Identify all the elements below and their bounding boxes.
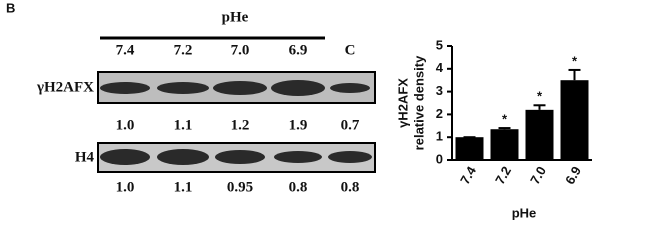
panel-letter: B <box>6 0 15 15</box>
x-tick-label: 7.0 <box>527 164 549 187</box>
x-tick-label: 6.9 <box>562 164 584 187</box>
y-tick-label: 0 <box>436 151 443 166</box>
x-tick-label: 7.2 <box>492 164 514 187</box>
density-value: 1.2 <box>231 117 250 133</box>
bar <box>560 80 589 160</box>
lane-label: C <box>345 42 356 58</box>
y-tick-label: 1 <box>436 129 443 144</box>
y-tick-label: 3 <box>436 83 443 98</box>
band <box>213 81 267 95</box>
significance: * <box>537 89 543 104</box>
density-value: 1.9 <box>289 117 308 133</box>
band <box>274 151 322 163</box>
band <box>328 151 372 163</box>
bar <box>455 137 484 160</box>
blot-header: pHe <box>222 9 249 25</box>
lane-label: 7.0 <box>231 42 250 58</box>
bar <box>490 129 519 160</box>
band <box>157 149 209 165</box>
y-axis-label: γH2AFX <box>395 78 410 128</box>
lane-label: 6.9 <box>289 42 308 58</box>
y-tick-label: 4 <box>436 60 444 75</box>
x-tick-label: 7.4 <box>457 163 479 187</box>
band <box>100 149 150 165</box>
bands <box>100 80 372 165</box>
row-label: H4 <box>75 149 95 165</box>
y-tick-label: 2 <box>436 106 443 121</box>
density-value: 1.1 <box>174 179 193 195</box>
density-value: 1.1 <box>174 117 193 133</box>
bar <box>525 109 554 160</box>
lane-label: 7.2 <box>174 42 193 58</box>
significance: * <box>502 112 508 127</box>
row-label: γH2AFX <box>36 79 94 95</box>
significance: * <box>572 53 578 68</box>
lane-label: 7.4 <box>116 42 135 58</box>
band <box>100 82 150 94</box>
y-tick-label: 5 <box>436 37 443 52</box>
density-value: 1.0 <box>116 179 135 195</box>
density-value: 0.8 <box>289 179 308 195</box>
density-value: 0.8 <box>341 179 360 195</box>
x-axis-label: pHe <box>512 205 537 220</box>
band <box>157 82 209 94</box>
y-axis-label: relative density <box>411 55 426 150</box>
band <box>330 83 370 93</box>
band <box>215 150 265 164</box>
density-value: 1.0 <box>116 117 135 133</box>
density-value: 0.95 <box>227 179 253 195</box>
density-value: 0.7 <box>341 117 360 133</box>
band <box>271 80 325 96</box>
